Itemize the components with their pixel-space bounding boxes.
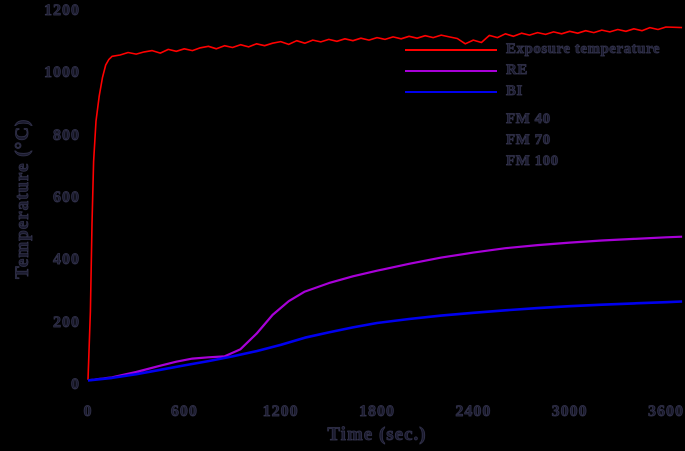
legend-item: FM 100 (405, 151, 660, 172)
legend-label: BI (506, 83, 523, 100)
y-tick-label: 1200 (44, 2, 80, 20)
series-line (87, 235, 683, 382)
legend-item: Exposure temperature (405, 39, 660, 60)
series-line (87, 26, 683, 380)
y-tick-label: 800 (53, 126, 80, 144)
y-tick-label: 0 (71, 376, 80, 394)
legend-line-swatch (405, 139, 497, 142)
y-tick-label: 400 (53, 251, 80, 269)
series-line (87, 300, 683, 382)
x-tick-label: 1800 (359, 403, 395, 421)
legend-item: FM 40 (405, 109, 660, 130)
x-tick-label: 0 (83, 403, 93, 421)
legend-label: FM 70 (506, 132, 551, 149)
y-tick-label: 1000 (44, 64, 80, 82)
legend-item: BI (405, 81, 660, 102)
legend-item: RE (405, 60, 660, 81)
legend-line-swatch (405, 48, 497, 51)
x-axis-title: Time (sec.) (327, 424, 427, 446)
legend-label: Exposure temperature (506, 41, 661, 58)
legend-line-swatch (405, 90, 497, 93)
axis-frame (87, 11, 667, 387)
y-tick-label: 200 (53, 313, 80, 331)
legend-line-swatch (405, 118, 497, 121)
x-tick-label: 3000 (551, 403, 588, 421)
x-tick-label: 1200 (262, 403, 299, 421)
legend-line-swatch (405, 160, 497, 163)
legend: Exposure temperature RE BI FM 40 FM 70 FM 100 (405, 39, 660, 172)
legend-line-swatch (405, 69, 497, 72)
legend-item: FM 70 (405, 130, 660, 151)
legend-label: FM 100 (506, 153, 559, 170)
legend-label: RE (506, 62, 528, 79)
x-tick-label: 2400 (455, 403, 492, 421)
legend-label: FM 40 (506, 111, 551, 128)
y-tick-label: 600 (53, 189, 80, 207)
x-tick-label: 600 (170, 403, 198, 421)
series-group (87, 26, 683, 382)
x-tick-label: 3600 (648, 403, 684, 421)
